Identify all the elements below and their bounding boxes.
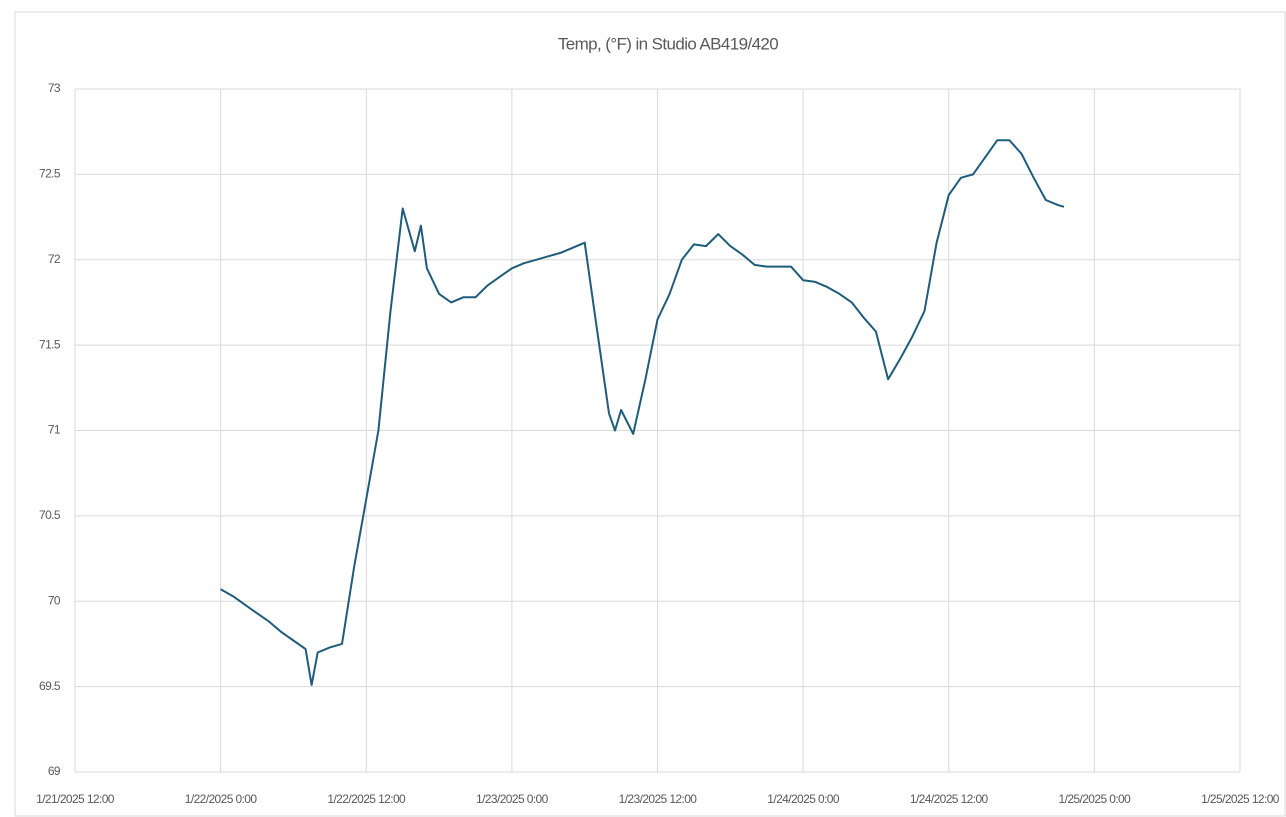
y-tick-label: 70.5	[39, 508, 61, 522]
x-tick-label: 1/23/2025 12:00	[619, 792, 698, 806]
x-tick-label: 1/24/2025 12:00	[910, 792, 989, 806]
x-tick-label: 1/25/2025 12:00	[1201, 792, 1280, 806]
x-tick-label: 1/22/2025 12:00	[327, 792, 406, 806]
line	[220, 139, 1065, 686]
x-tick-label: 1/22/2025 0:00	[185, 792, 258, 806]
x-tick-label: 1/21/2025 12:00	[36, 792, 115, 806]
y-tick-label: 69.5	[39, 679, 61, 693]
y-tick-label: 71.5	[39, 337, 61, 351]
y-tick-label: 72.5	[39, 167, 61, 181]
chart-title: Temp, (°F) in Studio AB419/420	[558, 34, 778, 53]
chart-border	[14, 11, 1286, 817]
x-tick-label: 1/25/2025 0:00	[1059, 792, 1132, 806]
x-tick-label: 1/23/2025 0:00	[476, 792, 549, 806]
y-tick-label: 71	[48, 423, 61, 437]
y-tick-label: 69	[48, 764, 61, 778]
y-tick-label: 72	[48, 252, 61, 266]
y-tick-label: 73	[48, 81, 61, 95]
x-tick-label: 1/24/2025 0:00	[767, 792, 840, 806]
y-tick-label: 70	[48, 593, 61, 607]
